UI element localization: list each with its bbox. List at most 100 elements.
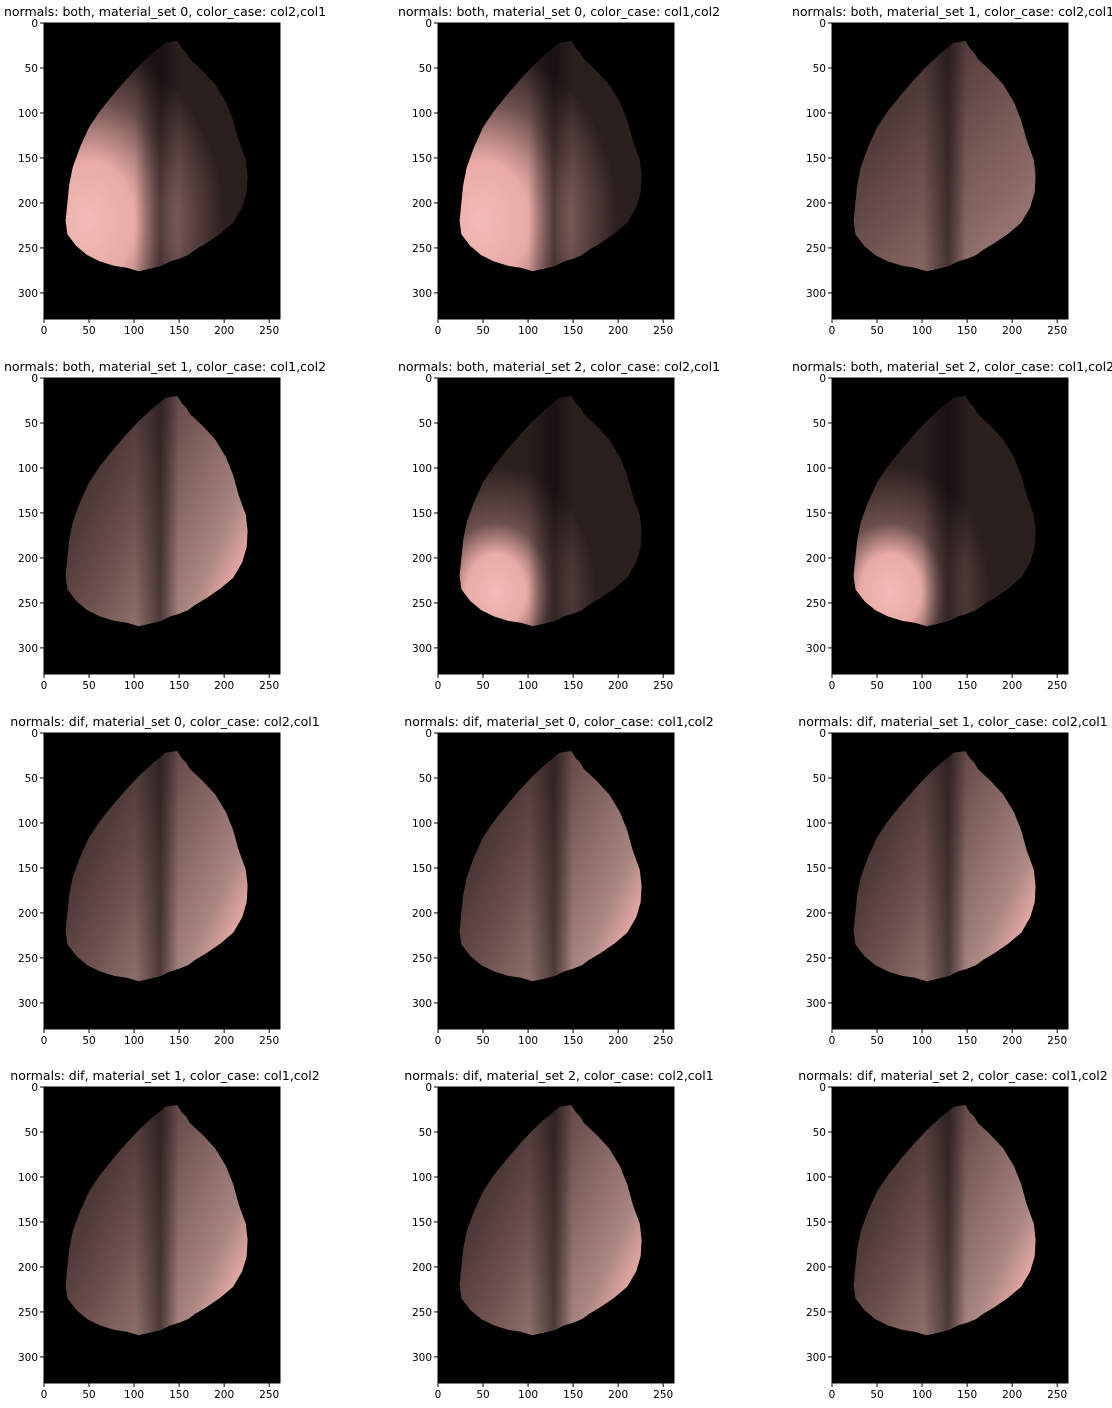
y-tick-label: 300 — [412, 998, 432, 1010]
x-tick-label: 50 — [476, 1035, 489, 1047]
x-tick-label: 100 — [912, 680, 932, 692]
x-tick-label: 150 — [563, 1035, 583, 1047]
image-panel: normals: both, material_set 1, color_cas… — [788, 4, 1112, 344]
x-tick-label: 50 — [476, 325, 489, 337]
y-tick-label: 200 — [18, 198, 38, 210]
y-tick-label: 250 — [412, 953, 432, 965]
y-tick-label: 300 — [18, 1352, 38, 1364]
y-tick-label: 200 — [412, 198, 432, 210]
y-tick-label: 50 — [419, 63, 432, 75]
x-tick-label: 150 — [169, 1035, 189, 1047]
y-tick-label: 0 — [31, 373, 38, 385]
axes-frame — [437, 732, 675, 1030]
x-tick-label: 0 — [435, 680, 442, 692]
x-tick-label: 200 — [608, 680, 628, 692]
y-tick-label: 300 — [18, 288, 38, 300]
y-tick-label: 150 — [412, 508, 432, 520]
rendered-image-axes: 0 50 100 150 200 250 0 50 100 150 200 250 300 — [18, 728, 281, 1047]
y-tick-label: 50 — [25, 418, 38, 430]
image-panel: normals: both, material_set 2, color_cas… — [394, 359, 724, 699]
x-tick-label: 150 — [563, 680, 583, 692]
y-tick-label: 0 — [31, 1082, 38, 1094]
y-tick-label: 100 — [412, 463, 432, 475]
x-tick-label: 200 — [214, 1389, 234, 1401]
x-tick-label: 250 — [259, 325, 279, 337]
x-tick-label: 250 — [259, 680, 279, 692]
panel-title: normals: both, material_set 1, color_cas… — [791, 4, 1112, 19]
x-tick-label: 0 — [435, 1389, 442, 1401]
rendered-image-axes: 0 50 100 150 200 250 0 50 100 150 200 250 300 — [806, 728, 1069, 1047]
center-shadow — [853, 41, 1036, 272]
center-shadow — [459, 1105, 642, 1336]
y-tick-label: 150 — [18, 508, 38, 520]
y-tick-label: 100 — [806, 818, 826, 830]
panel-title: normals: dif, material_set 2, color_case… — [404, 1068, 714, 1083]
x-tick-label: 150 — [957, 1389, 977, 1401]
y-tick-label: 100 — [412, 818, 432, 830]
y-tick-label: 150 — [412, 863, 432, 875]
y-tick-label: 250 — [18, 953, 38, 965]
y-tick-label: 250 — [412, 598, 432, 610]
x-tick-label: 200 — [608, 1389, 628, 1401]
y-tick-label: 200 — [18, 908, 38, 920]
y-tick-label: 0 — [819, 18, 826, 30]
y-tick-label: 50 — [419, 773, 432, 785]
x-tick-label: 150 — [169, 325, 189, 337]
y-tick-label: 300 — [806, 288, 826, 300]
x-tick-label: 50 — [476, 1389, 489, 1401]
y-tick-label: 200 — [412, 1262, 432, 1274]
x-tick-label: 0 — [829, 325, 836, 337]
center-shadow — [65, 751, 248, 982]
x-tick-label: 50 — [870, 1035, 883, 1047]
x-tick-label: 100 — [124, 680, 144, 692]
panel-title: normals: dif, material_set 1, color_case… — [10, 1068, 320, 1083]
y-tick-label: 100 — [18, 463, 38, 475]
y-tick-label: 250 — [806, 1307, 826, 1319]
y-tick-label: 300 — [412, 643, 432, 655]
x-tick-label: 250 — [1047, 325, 1067, 337]
y-tick-label: 300 — [412, 1352, 432, 1364]
y-tick-label: 150 — [806, 508, 826, 520]
y-tick-label: 250 — [806, 598, 826, 610]
image-panel: normals: dif, material_set 0, color_case… — [0, 714, 330, 1054]
x-tick-label: 100 — [912, 325, 932, 337]
center-shadow — [853, 751, 1036, 982]
y-tick-label: 150 — [806, 863, 826, 875]
x-tick-label: 250 — [653, 325, 673, 337]
panel-title: normals: both, material_set 0, color_cas… — [3, 4, 327, 19]
panel-title: normals: both, material_set 2, color_cas… — [791, 359, 1112, 374]
rendered-image-axes: 0 50 100 150 200 250 0 50 100 150 200 250 300 — [18, 18, 281, 337]
panel-title: normals: both, material_set 1, color_cas… — [3, 359, 327, 374]
axes-frame — [43, 22, 281, 320]
image-panel: normals: dif, material_set 1, color_case… — [0, 1068, 330, 1408]
x-tick-label: 0 — [41, 680, 48, 692]
x-tick-label: 0 — [829, 680, 836, 692]
image-panel: normals: both, material_set 0, color_cas… — [0, 4, 330, 344]
y-tick-label: 250 — [18, 243, 38, 255]
x-tick-label: 200 — [1002, 680, 1022, 692]
y-tick-label: 50 — [419, 1127, 432, 1139]
center-shadow — [65, 396, 248, 627]
axes-frame — [831, 22, 1069, 320]
x-tick-label: 150 — [563, 1389, 583, 1401]
x-tick-label: 0 — [41, 1389, 48, 1401]
center-shadow — [65, 1105, 248, 1336]
rendered-image-axes: 0 50 100 150 200 250 0 50 100 150 200 250 300 — [806, 373, 1069, 692]
axes-frame — [437, 22, 675, 320]
axes-frame — [831, 1086, 1069, 1384]
center-shadow — [459, 751, 642, 982]
x-tick-label: 0 — [829, 1035, 836, 1047]
x-tick-label: 200 — [608, 1035, 628, 1047]
y-tick-label: 0 — [31, 728, 38, 740]
x-tick-label: 250 — [259, 1035, 279, 1047]
y-tick-label: 150 — [412, 1217, 432, 1229]
x-tick-label: 150 — [957, 325, 977, 337]
center-shadow — [459, 41, 642, 272]
x-tick-label: 150 — [169, 1389, 189, 1401]
y-tick-label: 50 — [813, 773, 826, 785]
x-tick-label: 0 — [41, 325, 48, 337]
y-tick-label: 150 — [806, 153, 826, 165]
x-tick-label: 100 — [518, 325, 538, 337]
x-tick-label: 50 — [82, 1035, 95, 1047]
image-panel: normals: dif, material_set 0, color_case… — [394, 714, 724, 1054]
